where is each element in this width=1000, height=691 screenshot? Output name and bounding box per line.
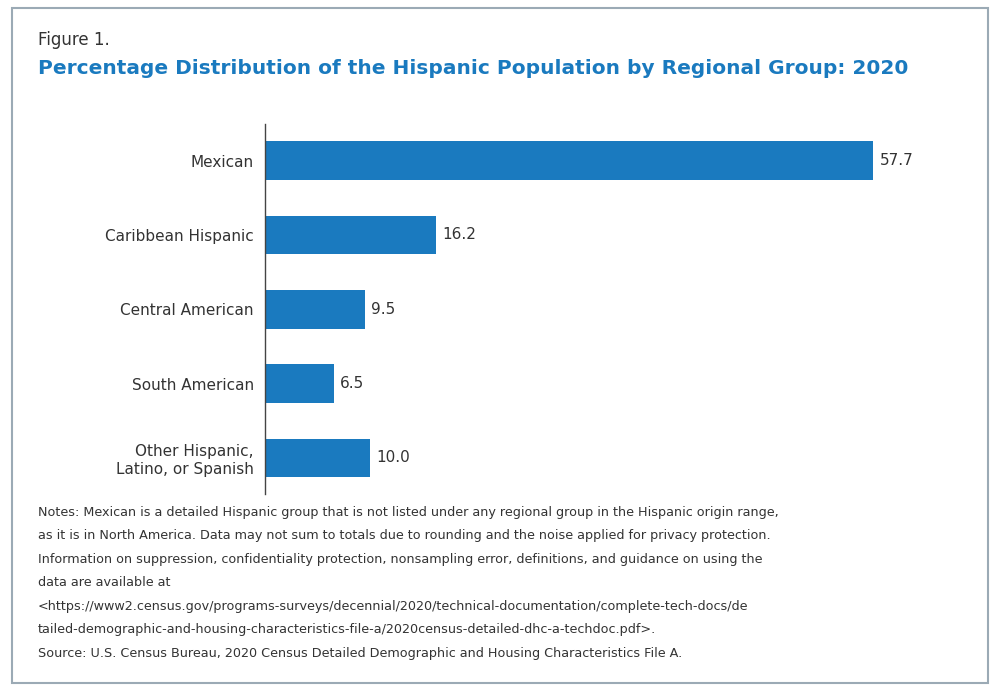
Text: tailed-demographic-and-housing-characteristics-file-a/2020census-detailed-dhc-a-: tailed-demographic-and-housing-character… [38,623,656,636]
Text: Percentage Distribution of the Hispanic Population by Regional Group: 2020: Percentage Distribution of the Hispanic … [38,59,908,77]
Text: as it is in North America. Data may not sum to totals due to rounding and the no: as it is in North America. Data may not … [38,529,771,542]
Text: Source: U.S. Census Bureau, 2020 Census Detailed Demographic and Housing Charact: Source: U.S. Census Bureau, 2020 Census … [38,647,682,660]
Bar [265,439,370,477]
Text: 16.2: 16.2 [442,227,476,243]
Bar [265,290,365,328]
Text: 9.5: 9.5 [371,302,396,316]
Text: data are available at: data are available at [38,576,170,589]
Bar [265,141,873,180]
Text: Information on suppression, confidentiality protection, nonsampling error, defin: Information on suppression, confidential… [38,553,763,566]
Bar [265,364,334,403]
Text: Figure 1.: Figure 1. [38,31,110,49]
Text: 6.5: 6.5 [340,376,364,391]
Text: 57.7: 57.7 [879,153,913,168]
Bar [265,216,436,254]
Text: <https://www2.census.gov/programs-surveys/decennial/2020/technical-documentation: <https://www2.census.gov/programs-survey… [38,600,748,613]
Text: Notes: Mexican is a detailed Hispanic group that is not listed under any regiona: Notes: Mexican is a detailed Hispanic gr… [38,506,779,519]
Text: 10.0: 10.0 [377,451,410,466]
